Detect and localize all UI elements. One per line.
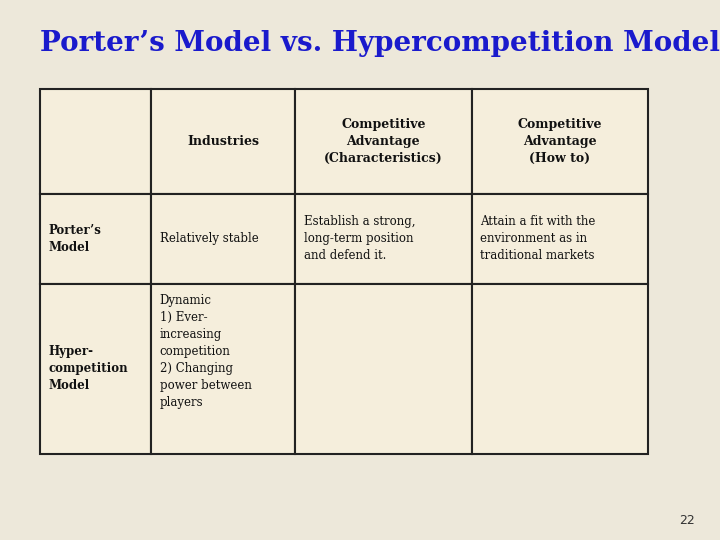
Bar	[472, 194, 648, 284]
Text: Attain a fit with the
environment as in
traditional markets: Attain a fit with the environment as in …	[480, 215, 595, 262]
Text: Porter’s
Model: Porter’s Model	[48, 224, 101, 254]
Bar	[295, 89, 472, 194]
Text: Dynamic
1) Ever-
increasing
competition
2) Changing
power between
players: Dynamic 1) Ever- increasing competition …	[160, 294, 252, 409]
Text: Porter’s Model vs. Hypercompetition Model: Porter’s Model vs. Hypercompetition Mode…	[40, 30, 719, 57]
Text: 22: 22	[679, 514, 695, 526]
Text: Hyper-
competition
Model: Hyper- competition Model	[48, 345, 128, 392]
Bar	[151, 89, 295, 194]
Bar	[40, 194, 151, 284]
Bar	[472, 89, 648, 194]
Text: Competitive
Advantage
(How to): Competitive Advantage (How to)	[518, 118, 602, 165]
Bar	[40, 284, 151, 454]
Text: Relatively stable: Relatively stable	[160, 232, 258, 246]
Bar	[295, 284, 472, 454]
Text: Establish a strong,
long-term position
and defend it.: Establish a strong, long-term position a…	[304, 215, 415, 262]
Bar	[151, 284, 295, 454]
Bar	[295, 194, 472, 284]
Text: Industries: Industries	[187, 135, 259, 148]
Bar	[472, 284, 648, 454]
Bar	[40, 89, 151, 194]
Text: Competitive
Advantage
(Characteristics): Competitive Advantage (Characteristics)	[324, 118, 443, 165]
Bar	[151, 194, 295, 284]
